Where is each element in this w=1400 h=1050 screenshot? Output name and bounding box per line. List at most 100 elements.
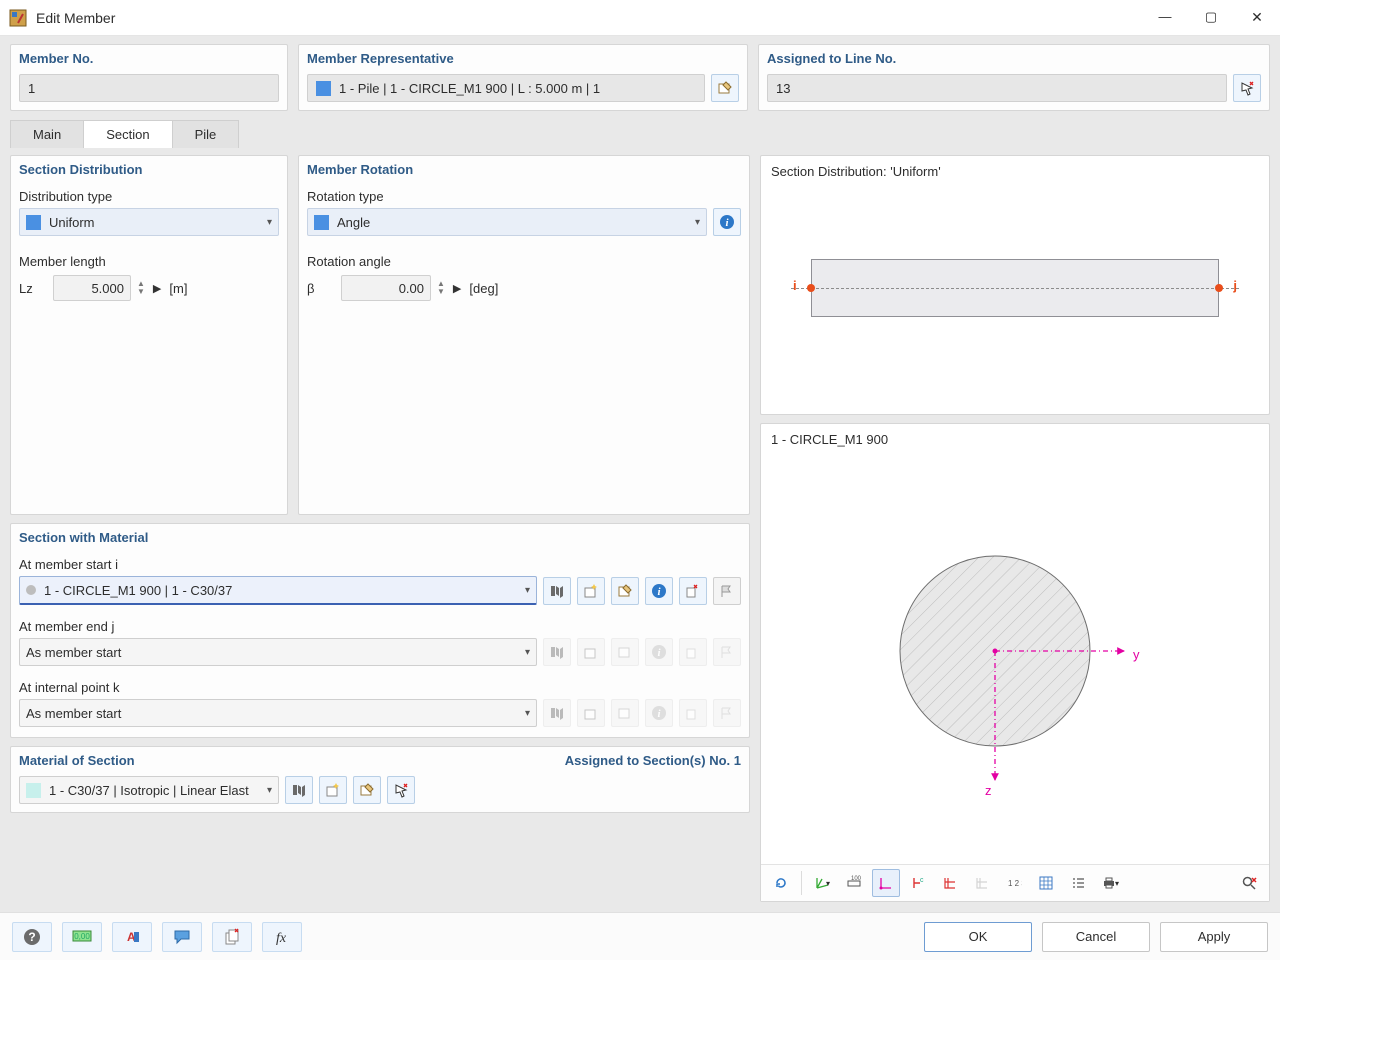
function-button[interactable]: fx: [262, 922, 302, 952]
tab-pile[interactable]: Pile: [172, 120, 240, 148]
tool-print-icon[interactable]: ▾: [1096, 869, 1124, 897]
length-input[interactable]: 5.000: [53, 275, 131, 301]
length-spinner[interactable]: ▲▼: [137, 280, 145, 296]
angle-next-icon[interactable]: ▶: [453, 282, 461, 295]
length-symbol: Lz: [19, 281, 49, 296]
text-style-button[interactable]: A: [112, 922, 152, 952]
member-no-panel: Member No. 1: [10, 44, 288, 111]
distribution-type-dropdown[interactable]: Uniform ▾: [19, 208, 279, 236]
cross-section-title: 1 - CIRCLE_M1 900: [771, 432, 1259, 447]
rotation-info-button[interactable]: i: [713, 208, 741, 236]
section-distribution-panel: Section Distribution Distribution type U…: [10, 155, 288, 515]
pick-button[interactable]: [679, 577, 707, 605]
material-value: 1 - C30/37 | Isotropic | Linear Elastic: [49, 783, 249, 798]
member-end-label: At member end j: [19, 619, 741, 634]
apply-button[interactable]: Apply: [1160, 922, 1268, 952]
section-with-material-title: Section with Material: [11, 524, 749, 549]
chevron-down-icon: ▾: [267, 785, 272, 796]
units-button[interactable]: 0,00: [62, 922, 102, 952]
node-j-label: j: [1233, 278, 1237, 293]
chevron-down-icon: ▾: [525, 708, 530, 719]
material-pick-button[interactable]: [387, 776, 415, 804]
tool-zoom-reset-icon[interactable]: [1235, 869, 1263, 897]
minimize-button[interactable]: [1156, 9, 1174, 26]
tool-stress-icon[interactable]: c: [904, 869, 932, 897]
tool-numbers-icon[interactable]: 1 2 3: [1000, 869, 1028, 897]
library-button[interactable]: [543, 577, 571, 605]
ok-button[interactable]: OK: [924, 922, 1032, 952]
titlebar: Edit Member: [0, 0, 1280, 36]
internal-k-dropdown[interactable]: As member start ▾: [19, 699, 537, 727]
angle-spinner[interactable]: ▲▼: [437, 280, 445, 296]
member-start-dropdown[interactable]: 1 - CIRCLE_M1 900 | 1 - C30/37 ▾: [19, 576, 537, 605]
angle-input[interactable]: 0.00: [341, 275, 431, 301]
member-end-dropdown[interactable]: As member start ▾: [19, 638, 537, 666]
assigned-line-panel: Assigned to Line No. 13: [758, 44, 1270, 111]
preview-toolbar: ▾ 100 c 1 2 3 ▾: [761, 864, 1269, 901]
section-distribution-title: Section Distribution: [11, 156, 287, 181]
cancel-button[interactable]: Cancel: [1042, 922, 1150, 952]
flag-button: [713, 638, 741, 666]
material-library-button[interactable]: [285, 776, 313, 804]
info-button[interactable]: i: [645, 577, 673, 605]
tab-main[interactable]: Main: [10, 120, 84, 148]
distribution-preview: Section Distribution: 'Uniform' i j: [760, 155, 1270, 415]
info-button: i: [645, 638, 673, 666]
maximize-button[interactable]: [1202, 9, 1220, 26]
svg-text:z: z: [985, 783, 992, 798]
length-next-icon[interactable]: ▶: [153, 282, 161, 295]
help-button[interactable]: ?: [12, 922, 52, 952]
material-of-section-panel: Material of Section Assigned to Section(…: [10, 746, 750, 813]
svg-text:fx: fx: [276, 931, 287, 946]
rotation-type-label: Rotation type: [307, 189, 741, 204]
section-shape-icon: [26, 585, 36, 595]
member-no-value: 1: [28, 81, 35, 96]
distribution-preview-title: Section Distribution: 'Uniform': [771, 164, 1259, 179]
flag-button: [713, 699, 741, 727]
material-edit-button[interactable]: [353, 776, 381, 804]
edit-representative-button[interactable]: [711, 74, 739, 102]
material-dropdown[interactable]: 1 - C30/37 | Isotropic | Linear Elastic …: [19, 776, 279, 804]
window-title: Edit Member: [36, 10, 115, 26]
svg-text:1 2 3: 1 2 3: [1008, 879, 1022, 888]
member-representative-label: Member Representative: [299, 45, 747, 70]
tool-section-red-icon[interactable]: [936, 869, 964, 897]
representative-color-swatch: [316, 81, 331, 96]
svg-text:0,00: 0,00: [74, 932, 90, 941]
member-start-value: 1 - CIRCLE_M1 900 | 1 - C30/37: [44, 583, 232, 598]
edit-button[interactable]: [611, 577, 639, 605]
tool-origin-icon[interactable]: [872, 869, 900, 897]
flag-button[interactable]: [713, 577, 741, 605]
length-value: 5.000: [91, 281, 124, 296]
node-i-label: i: [793, 278, 797, 293]
new-button: [577, 638, 605, 666]
pick-button: [679, 638, 707, 666]
material-of-section-title: Material of Section: [19, 753, 135, 768]
member-rotation-title: Member Rotation: [299, 156, 749, 181]
tab-section[interactable]: Section: [83, 120, 172, 148]
internal-k-label: At internal point k: [19, 680, 741, 695]
rotation-color-swatch: [314, 215, 329, 230]
pick-line-button[interactable]: [1233, 74, 1261, 102]
member-length-label: Member length: [19, 254, 279, 269]
tool-grid-icon[interactable]: [1032, 869, 1060, 897]
angle-symbol: β: [307, 281, 337, 296]
rotation-type-value: Angle: [337, 215, 370, 230]
library-button: [543, 638, 571, 666]
new-button[interactable]: [577, 577, 605, 605]
angle-value: 0.00: [399, 281, 424, 296]
tool-section-grey-icon: [968, 869, 996, 897]
tool-dimensions-icon[interactable]: 100: [840, 869, 868, 897]
tool-axes-icon[interactable]: ▾: [808, 869, 836, 897]
rotation-type-dropdown[interactable]: Angle ▾: [307, 208, 707, 236]
comment-button[interactable]: [162, 922, 202, 952]
material-new-button[interactable]: [319, 776, 347, 804]
copy-button[interactable]: [212, 922, 252, 952]
member-end-value: As member start: [26, 645, 121, 660]
close-button[interactable]: [1248, 9, 1266, 26]
assigned-line-value: 13: [776, 81, 790, 96]
tool-list-icon[interactable]: [1064, 869, 1092, 897]
distribution-diagram: i j: [771, 239, 1259, 359]
edit-button: [611, 638, 639, 666]
tool-refresh-icon[interactable]: [767, 869, 795, 897]
